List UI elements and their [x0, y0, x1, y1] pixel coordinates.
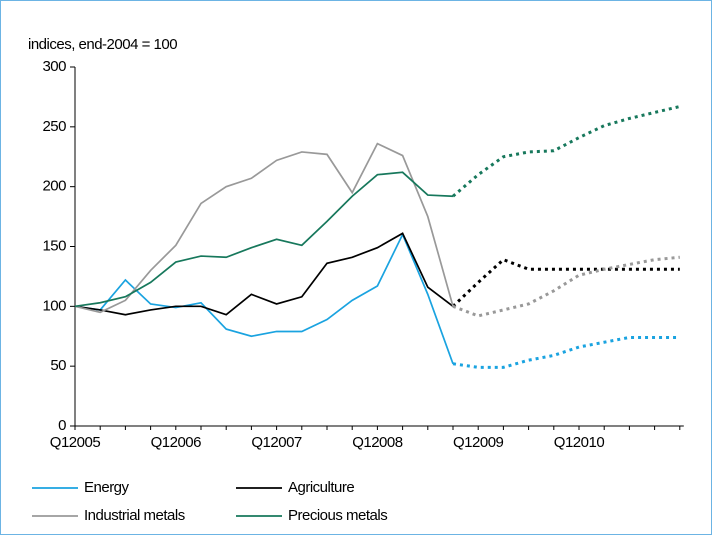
legend-label: Energy	[84, 479, 130, 496]
y-tick-label: 200	[42, 178, 66, 195]
legend-label: Industrial metals	[84, 507, 185, 524]
y-tick-label: 100	[42, 297, 66, 314]
series-line-forecast	[451, 257, 680, 308]
x-tick-label: Q12008	[352, 434, 403, 451]
y-tick-label: 300	[42, 58, 66, 75]
series-line-forecast	[452, 105, 681, 198]
x-tick-label: Q12009	[453, 434, 504, 451]
series-line	[74, 232, 454, 365]
series-line-forecast	[452, 255, 680, 318]
x-tick-label: Q12007	[251, 434, 302, 451]
y-tick-label: 50	[50, 357, 66, 374]
legend-label: Agriculture	[288, 479, 354, 496]
series-line	[74, 232, 454, 316]
x-tick-label: Q12005	[50, 434, 101, 451]
y-tick-label: 0	[58, 417, 66, 434]
series-line	[74, 171, 454, 308]
legend-label: Precious metals	[288, 507, 387, 524]
y-axis-title: indices, end-2004 = 100	[28, 36, 177, 53]
x-tick-label: Q12010	[554, 434, 605, 451]
y-tick-label: 250	[42, 118, 66, 135]
y-tick-label: 150	[42, 237, 66, 254]
x-tick-label: Q12006	[151, 434, 202, 451]
series-line	[74, 142, 454, 314]
